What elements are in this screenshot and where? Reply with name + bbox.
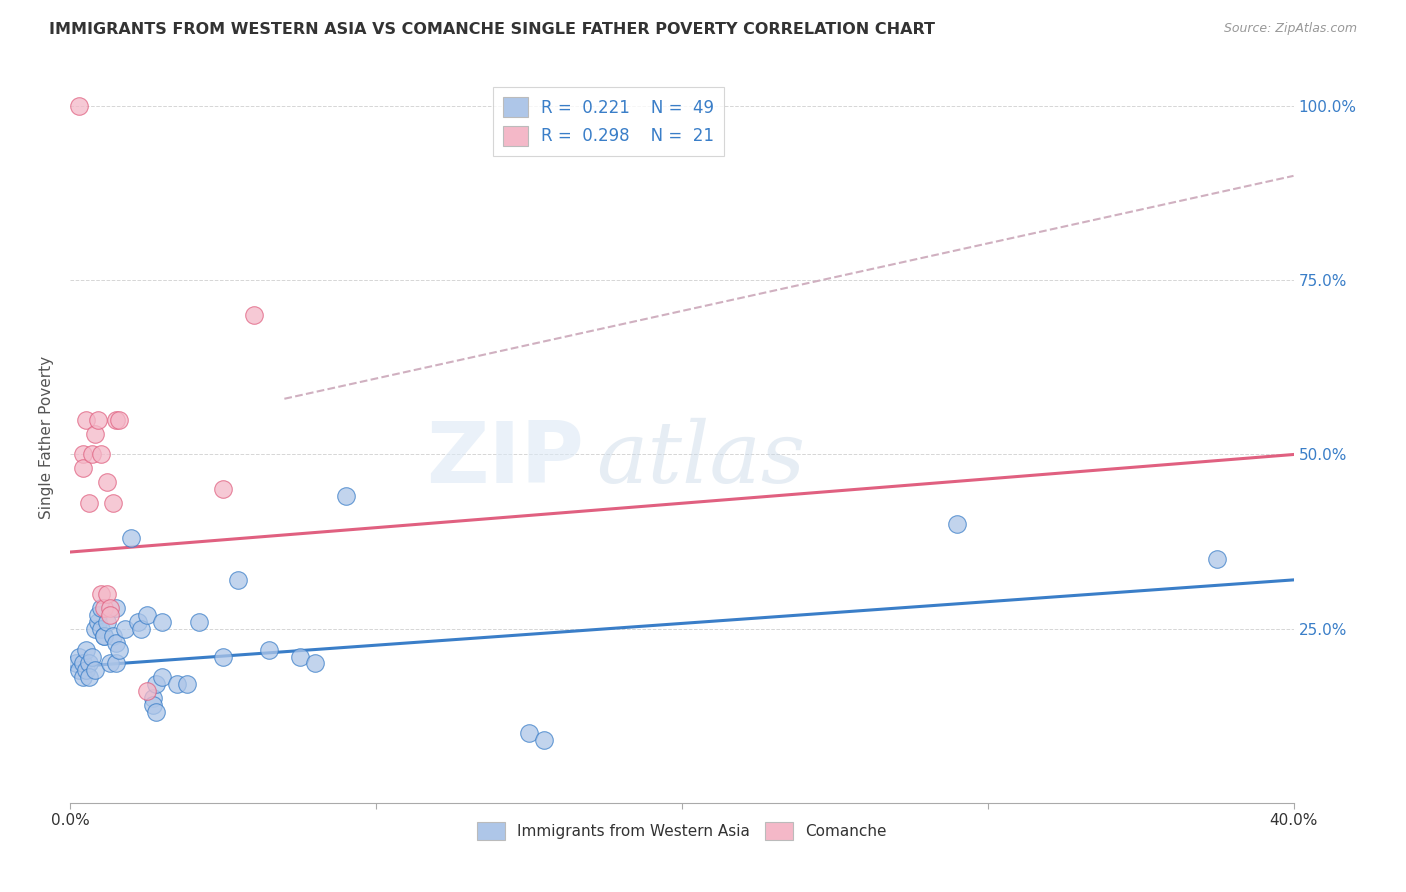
Point (93, 629, 115, 643)
Point (212, 483, 235, 497)
Point (72, 670, 94, 684)
Point (114, 622, 136, 636)
Point (90, 622, 112, 636)
Point (98, 600, 121, 615)
Text: atlas: atlas (596, 417, 806, 500)
Point (96, 615, 118, 629)
Point (228, 573, 250, 587)
Point (212, 649, 235, 664)
Legend: Immigrants from Western Asia, Comanche: Immigrants from Western Asia, Comanche (471, 815, 893, 847)
Point (150, 670, 173, 684)
Point (101, 496, 124, 510)
Point (80, 448, 103, 462)
Point (127, 615, 149, 629)
Text: ZIP: ZIP (426, 417, 583, 500)
Point (69, 649, 91, 664)
Point (105, 635, 128, 649)
Point (98, 657, 121, 671)
Point (135, 607, 157, 622)
Point (72, 657, 94, 671)
Point (105, 412, 128, 426)
Point (87, 607, 110, 622)
Point (90, 600, 112, 615)
Point (135, 684, 157, 698)
Point (98, 607, 121, 622)
Point (121, 531, 143, 545)
Point (304, 657, 326, 671)
Point (105, 657, 128, 671)
Point (288, 649, 311, 664)
Point (83, 426, 105, 441)
Point (142, 698, 165, 713)
Point (946, 517, 969, 532)
Point (75, 642, 97, 657)
Point (69, 664, 91, 678)
Point (65, 657, 87, 671)
Point (83, 664, 105, 678)
Point (87, 412, 110, 426)
Point (142, 691, 165, 706)
Point (80, 649, 103, 664)
Point (93, 629, 115, 643)
Point (93, 600, 115, 615)
Point (101, 629, 124, 643)
Point (77, 496, 100, 510)
Point (105, 600, 128, 615)
Point (90, 587, 112, 601)
Point (150, 615, 173, 629)
Point (176, 677, 198, 691)
Point (75, 664, 97, 678)
Point (72, 461, 94, 475)
Point (77, 657, 100, 671)
Point (77, 670, 100, 684)
Point (145, 705, 167, 719)
Point (517, 726, 540, 740)
Point (108, 642, 131, 657)
Text: IMMIGRANTS FROM WESTERN ASIA VS COMANCHE SINGLE FATHER POVERTY CORRELATION CHART: IMMIGRANTS FROM WESTERN ASIA VS COMANCHE… (49, 22, 935, 37)
Point (87, 615, 110, 629)
Point (1206, 552, 1229, 566)
Point (96, 475, 118, 490)
Point (75, 412, 97, 426)
Y-axis label: Single Father Poverty: Single Father Poverty (39, 356, 55, 518)
Point (108, 412, 131, 426)
Point (243, 308, 266, 322)
Point (90, 448, 112, 462)
Point (145, 677, 167, 691)
Point (335, 489, 357, 503)
Point (166, 677, 188, 691)
Point (72, 448, 94, 462)
Point (96, 587, 118, 601)
Point (83, 622, 105, 636)
Point (533, 733, 555, 747)
Point (69, 99, 91, 113)
Point (257, 642, 280, 657)
Point (129, 622, 152, 636)
Text: Source: ZipAtlas.com: Source: ZipAtlas.com (1223, 22, 1357, 36)
Point (187, 615, 209, 629)
